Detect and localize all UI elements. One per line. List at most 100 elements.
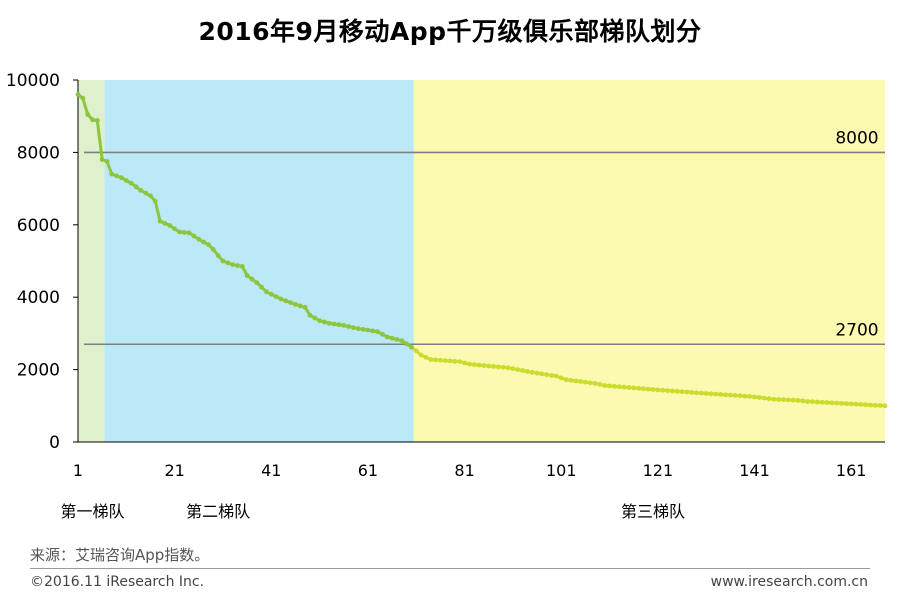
data-point xyxy=(99,157,105,163)
data-point xyxy=(133,184,139,190)
tier-band-1 xyxy=(78,80,105,442)
data-point xyxy=(476,362,482,368)
data-point xyxy=(848,401,854,407)
data-point xyxy=(268,291,274,297)
data-point xyxy=(259,284,264,290)
data-point xyxy=(491,364,496,369)
data-point xyxy=(761,395,767,401)
data-point xyxy=(404,341,409,347)
data-point xyxy=(341,323,347,328)
x-tick-label: 41 xyxy=(261,461,281,480)
data-point xyxy=(505,365,511,371)
tier-label-2: 第二梯队 xyxy=(186,502,251,521)
data-point xyxy=(554,373,559,379)
data-point xyxy=(85,112,91,117)
data-point xyxy=(515,367,521,372)
data-point xyxy=(418,352,424,358)
data-point xyxy=(539,371,545,377)
data-point xyxy=(481,363,487,368)
data-point xyxy=(283,298,289,304)
data-point xyxy=(462,360,467,366)
tier-label-1: 第一梯队 xyxy=(60,502,125,521)
data-point xyxy=(428,357,434,362)
data-point xyxy=(684,389,690,395)
series-line-tier1-2 xyxy=(77,93,413,349)
website-link[interactable]: www.iresearch.com.cn xyxy=(710,574,868,590)
data-point xyxy=(829,400,835,406)
data-point xyxy=(399,338,405,343)
data-point xyxy=(346,324,351,329)
x-tick-label: 101 xyxy=(546,461,577,480)
data-point xyxy=(660,387,666,393)
data-point xyxy=(872,402,878,408)
data-point xyxy=(563,377,569,383)
data-point xyxy=(718,392,724,397)
data-point xyxy=(679,389,685,395)
data-point xyxy=(438,357,443,363)
data-point xyxy=(612,383,617,389)
data-point xyxy=(326,320,332,326)
data-point xyxy=(206,242,211,248)
data-point xyxy=(781,397,786,403)
x-tick-label: 21 xyxy=(164,461,184,480)
data-point xyxy=(486,363,492,369)
data-point xyxy=(587,380,593,386)
data-point xyxy=(510,366,516,372)
data-point xyxy=(631,385,637,391)
data-point xyxy=(500,364,506,370)
data-point xyxy=(795,398,801,403)
data-point xyxy=(322,319,327,325)
data-point xyxy=(302,304,308,310)
data-point xyxy=(602,383,608,388)
copyright-text: ©2016.11 iResearch Inc. xyxy=(30,574,205,590)
data-point xyxy=(843,401,849,406)
data-point xyxy=(814,399,820,405)
data-point xyxy=(877,403,883,408)
y-tick-label: 0 xyxy=(49,433,60,453)
source-note: 来源：艾瑞咨询App指数。 xyxy=(30,546,210,564)
data-point xyxy=(186,230,192,236)
tier-band-2 xyxy=(104,80,414,442)
data-point xyxy=(621,384,627,390)
data-point xyxy=(882,403,888,409)
data-point xyxy=(858,402,864,407)
data-point xyxy=(650,387,656,392)
data-point xyxy=(592,381,598,386)
data-point xyxy=(573,378,579,384)
data-point xyxy=(800,398,806,404)
data-point xyxy=(636,385,641,391)
data-point xyxy=(776,397,782,402)
data-point xyxy=(597,382,603,387)
data-point xyxy=(723,392,728,398)
data-point xyxy=(626,385,632,390)
data-point xyxy=(80,95,86,101)
data-point xyxy=(766,396,772,402)
data-point xyxy=(90,117,95,123)
data-point xyxy=(413,348,419,354)
data-point xyxy=(254,280,260,286)
threshold-label-8000: 8000 xyxy=(835,128,878,148)
data-point xyxy=(520,368,525,373)
data-point xyxy=(578,379,583,384)
data-point xyxy=(162,221,168,226)
data-point xyxy=(665,388,670,393)
data-point xyxy=(529,369,535,375)
data-point xyxy=(336,322,342,328)
data-point xyxy=(201,239,207,245)
data-point xyxy=(694,390,699,396)
data-point xyxy=(191,233,197,239)
data-point xyxy=(549,373,554,378)
data-point xyxy=(810,399,815,405)
data-point xyxy=(264,289,269,295)
data-point xyxy=(853,401,859,407)
data-point xyxy=(583,379,588,385)
data-point xyxy=(544,372,550,378)
data-point xyxy=(641,386,646,392)
data-point xyxy=(689,390,695,395)
data-point xyxy=(138,188,144,193)
y-tick-label: 2000 xyxy=(17,361,60,381)
threshold-label-2700: 2700 xyxy=(835,320,878,340)
data-point xyxy=(167,223,173,228)
data-point xyxy=(249,276,255,282)
